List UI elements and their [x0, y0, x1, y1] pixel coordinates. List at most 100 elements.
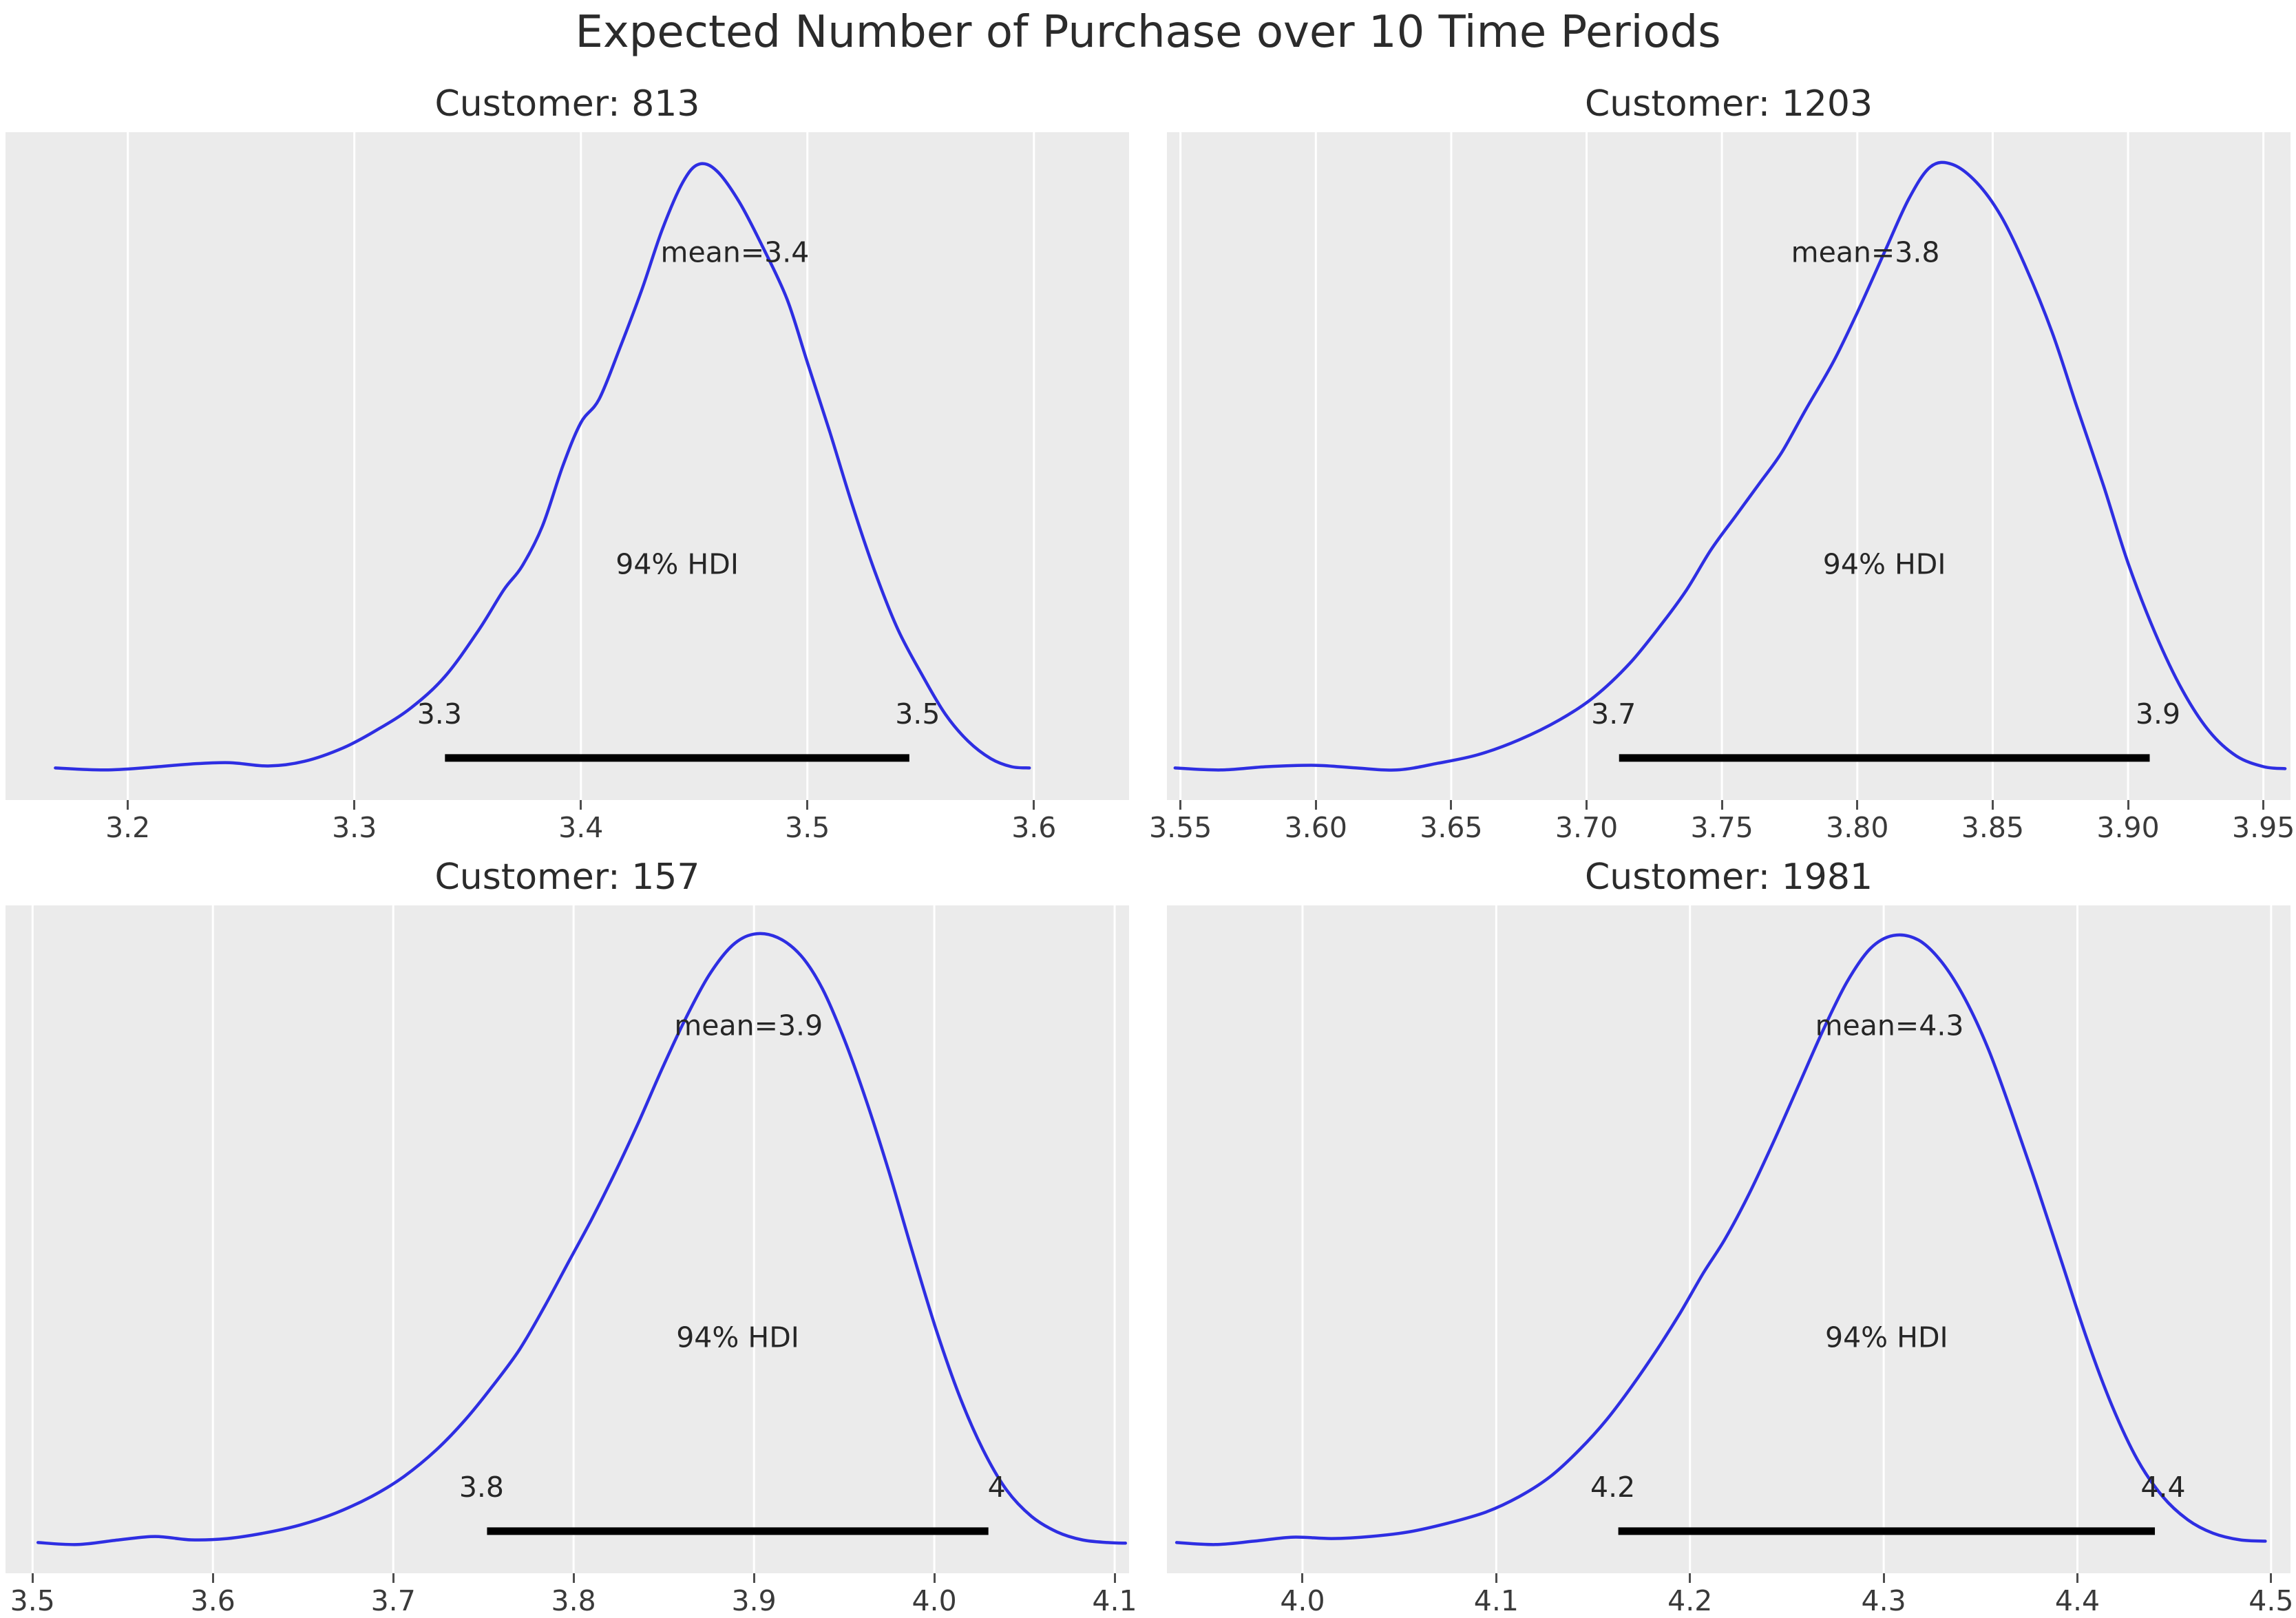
hdi-label: 94% HDI — [615, 548, 739, 581]
hdi-label: 94% HDI — [1823, 548, 1946, 581]
x-axis: 3.2 3.3 3.4 3.5 3.6 — [6, 800, 1129, 844]
x-tick-label: 3.80 — [1826, 811, 1889, 844]
subplot-title: Customer: 1981 — [1584, 857, 1873, 898]
hdi-lower-label: 4.2 — [1590, 1471, 1635, 1504]
x-tick-label: 4.1 — [1092, 1584, 1137, 1617]
kde-curve — [36, 932, 1128, 1546]
subplot-customer-1981: Customer: 1981 mean=4.3 94% HDI 4.2 4.4 4.0… — [1167, 849, 2294, 1617]
hdi-lower-label: 3.8 — [459, 1471, 504, 1504]
kde-curve — [1173, 160, 2287, 772]
x-tick-mark — [1450, 800, 1453, 810]
x-axis: 3.5 3.6 3.7 3.8 3.9 4.0 4.1 — [6, 1573, 1137, 1617]
mean-label: mean=3.8 — [1791, 236, 1940, 269]
x-tick-label: 3.4 — [558, 811, 604, 844]
x-tick-label: 3.5 — [785, 811, 830, 844]
kde-plot-svg: mean=3.9 94% HDI 3.8 4 — [6, 905, 1129, 1573]
x-tick-mark — [752, 1573, 755, 1583]
x-tick-mark — [580, 800, 582, 810]
x-tick-label: 3.5 — [10, 1584, 55, 1617]
x-tick-mark — [1113, 1573, 1116, 1583]
x-tick-mark — [2270, 1573, 2273, 1583]
x-tick-label: 4.0 — [912, 1584, 957, 1617]
x-tick-label: 4.1 — [1473, 1584, 1519, 1617]
subplot-customer-813: Customer: 813 mean=3.4 94% HDI 3.3 3.5 3.2 3… — [6, 76, 1129, 844]
x-tick-mark — [1991, 800, 1994, 810]
hdi-upper-label: 3.5 — [895, 697, 940, 731]
x-tick-label: 4.3 — [1861, 1584, 1906, 1617]
subplot-customer-157: Customer: 157 mean=3.9 94% HDI 3.8 4 3.5 3.6… — [6, 849, 1137, 1617]
x-tick-mark — [572, 1573, 575, 1583]
x-tick-label: 4.5 — [2248, 1584, 2294, 1617]
x-tick-label: 3.85 — [1961, 811, 2025, 844]
hdi-upper-label: 3.9 — [2136, 697, 2180, 731]
subplot-customer-1203: Customer: 1203 mean=3.8 94% HDI 3.7 3.9 3.5… — [1149, 76, 2295, 844]
x-tick-label: 3.8 — [551, 1584, 596, 1617]
x-tick-mark — [1882, 1573, 1885, 1583]
x-tick-mark — [2076, 1573, 2078, 1583]
x-tick-label: 3.55 — [1149, 811, 1212, 844]
x-tick-mark — [1314, 800, 1317, 810]
hdi-label: 94% HDI — [1825, 1321, 1948, 1354]
subplot-panel: mean=4.3 94% HDI 4.2 4.4 — [1167, 905, 2290, 1573]
x-tick-mark — [127, 800, 129, 810]
panel-background — [1167, 905, 2290, 1573]
x-tick-label: 3.75 — [1690, 811, 1753, 844]
x-tick-mark — [211, 1573, 214, 1583]
hdi-lower-label: 3.3 — [417, 697, 462, 731]
kde-curve — [54, 162, 1031, 772]
subplot-title: Customer: 157 — [434, 857, 700, 898]
x-tick-mark — [933, 1573, 936, 1583]
x-tick-label: 3.60 — [1284, 811, 1347, 844]
subplot-panel: mean=3.4 94% HDI 3.3 3.5 — [6, 132, 1129, 800]
x-tick-mark — [1033, 800, 1035, 810]
subplot-panel: mean=3.8 94% HDI 3.7 3.9 — [1167, 132, 2290, 800]
figure-title: Expected Number of Purchase over 10 Time… — [575, 7, 1721, 58]
panel-background — [6, 905, 1129, 1573]
x-tick-mark — [31, 1573, 34, 1583]
x-tick-label: 3.65 — [1420, 811, 1483, 844]
subplot-title: Customer: 813 — [434, 83, 700, 125]
x-tick-label: 3.9 — [731, 1584, 777, 1617]
x-tick-mark — [2262, 800, 2265, 810]
panel-background — [1167, 132, 2290, 800]
hdi-label: 94% HDI — [676, 1321, 799, 1354]
x-tick-label: 4.2 — [1667, 1584, 1713, 1617]
subplot-panel: mean=3.9 94% HDI 3.8 4 — [6, 905, 1129, 1573]
mean-label: mean=3.9 — [674, 1009, 823, 1042]
x-tick-label: 3.7 — [370, 1584, 416, 1617]
x-tick-label: 3.6 — [190, 1584, 235, 1617]
x-axis: 4.0 4.1 4.2 4.3 4.4 4.5 — [1167, 1573, 2294, 1617]
kde-curve — [1175, 933, 2267, 1546]
x-tick-label: 4.4 — [2054, 1584, 2100, 1617]
x-tick-mark — [1856, 800, 1859, 810]
mean-label: mean=3.4 — [661, 236, 810, 269]
subplot-title: Customer: 1203 — [1584, 83, 1873, 125]
panel-background — [6, 132, 1129, 800]
mean-label: mean=4.3 — [1815, 1009, 1964, 1042]
x-tick-mark — [806, 800, 809, 810]
x-tick-mark — [1179, 800, 1182, 810]
x-tick-mark — [1301, 1573, 1304, 1583]
x-tick-mark — [353, 800, 356, 810]
x-tick-label: 3.95 — [2232, 811, 2295, 844]
kde-plot-svg: mean=3.8 94% HDI 3.7 3.9 — [1167, 132, 2290, 800]
x-tick-mark — [2127, 800, 2129, 810]
x-tick-label: 4.0 — [1280, 1584, 1325, 1617]
x-tick-mark — [392, 1573, 394, 1583]
x-tick-mark — [1586, 800, 1588, 810]
x-tick-label: 3.90 — [2096, 811, 2160, 844]
hdi-lower-label: 3.7 — [1591, 697, 1636, 731]
x-axis: 3.55 3.60 3.65 3.70 3.75 3.80 3.85 3.90 3.95 — [1149, 800, 2295, 844]
x-tick-label: 3.2 — [105, 811, 151, 844]
x-tick-mark — [1689, 1573, 1692, 1583]
kde-plot-svg: mean=4.3 94% HDI 4.2 4.4 — [1167, 905, 2290, 1573]
x-tick-mark — [1720, 800, 1723, 810]
x-tick-label: 3.3 — [332, 811, 377, 844]
x-tick-label: 3.6 — [1011, 811, 1057, 844]
kde-plot-svg: mean=3.4 94% HDI 3.3 3.5 — [6, 132, 1129, 800]
hdi-upper-label: 4.4 — [2140, 1471, 2185, 1504]
x-tick-mark — [1495, 1573, 1497, 1583]
hdi-upper-label: 4 — [988, 1471, 1006, 1504]
x-tick-label: 3.70 — [1555, 811, 1619, 844]
